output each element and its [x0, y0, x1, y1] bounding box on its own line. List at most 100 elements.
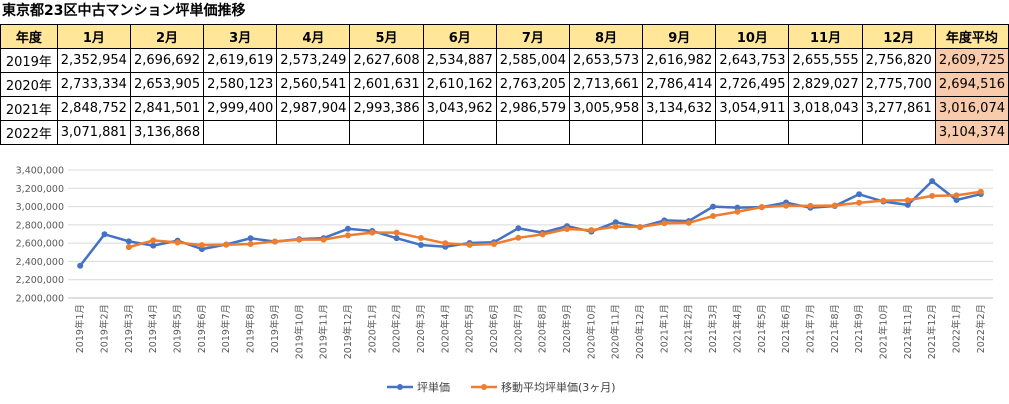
series-point	[271, 238, 278, 245]
x-tick-label: 2020年2月	[391, 304, 403, 353]
legend-marker	[397, 384, 403, 390]
year-cell: 2021年	[0, 96, 58, 121]
x-tick-label: 2020年7月	[512, 304, 524, 353]
average-cell: 2,694,516	[934, 72, 1009, 97]
x-tick-label: 2019年12月	[342, 304, 354, 359]
x-tick-label: 2020年1月	[366, 304, 378, 353]
table-header-row: 年度 1月 2月 3月 4月 5月 6月 7月 8月 9月 10月 11月 12月 年度平均	[0, 24, 1009, 49]
price-cell: 2,560,541	[276, 72, 351, 97]
series-point	[515, 234, 522, 241]
series-point	[393, 235, 400, 242]
x-tick-label: 2021年2月	[683, 304, 695, 353]
series-point	[831, 202, 838, 209]
series-point	[953, 192, 960, 199]
price-cell: 3,134,632	[642, 96, 717, 121]
series-point	[393, 229, 400, 236]
series-point	[977, 188, 984, 195]
column-header: 年度平均	[934, 24, 1009, 49]
price-cell: 2,848,752	[56, 96, 131, 121]
price-cell: 2,829,027	[788, 72, 863, 97]
price-cell: 2,775,700	[861, 72, 936, 97]
price-cell: 2,580,123	[203, 72, 278, 97]
series-point	[929, 178, 936, 185]
series-point	[320, 236, 327, 243]
y-tick-label: 2,200,000	[16, 275, 64, 286]
x-tick-label: 2019年10月	[293, 304, 305, 359]
y-tick-label: 3,200,000	[16, 184, 64, 195]
average-cell: 3,104,374	[934, 120, 1009, 145]
price-cell	[788, 120, 863, 145]
column-header: 1月	[56, 24, 131, 49]
x-tick-label: 2021年12月	[926, 304, 938, 359]
price-cell: 2,653,573	[568, 48, 644, 73]
price-cell: 2,352,954	[56, 48, 131, 73]
price-cell: 2,999,400	[203, 96, 278, 121]
x-tick-label: 2019年11月	[318, 304, 330, 359]
series-point	[929, 192, 936, 199]
series-point	[417, 235, 424, 242]
price-cell: 2,733,334	[56, 72, 131, 97]
price-cell: 2,616,982	[642, 48, 717, 73]
series-point	[125, 244, 132, 251]
price-cell: 2,627,608	[349, 48, 424, 73]
series-point	[150, 242, 157, 249]
price-cell	[203, 120, 278, 145]
column-header: 9月	[642, 24, 717, 49]
series-point	[296, 236, 303, 243]
column-header: 10月	[715, 24, 790, 49]
column-header: 年度	[0, 24, 58, 49]
x-tick-label: 2022年1月	[950, 304, 962, 353]
price-cell: 2,653,905	[129, 72, 205, 97]
column-header: 2月	[129, 24, 205, 49]
column-header: 8月	[568, 24, 644, 49]
price-cell: 3,277,861	[861, 96, 936, 121]
series-point	[247, 240, 254, 247]
year-cell: 2022年	[0, 120, 58, 145]
x-tick-label: 2021年10月	[877, 304, 889, 359]
price-cell: 2,713,661	[568, 72, 644, 97]
series-point	[515, 225, 522, 232]
series-point	[417, 241, 424, 248]
series-point	[710, 213, 717, 220]
price-cell	[276, 120, 351, 145]
price-table: 年度 1月 2月 3月 4月 5月 6月 7月 8月 9月 10月 11月 12月 年度平均 2019年 2,…	[0, 24, 1009, 145]
average-cell: 2,609,725	[934, 48, 1009, 73]
x-tick-label: 2019年1月	[74, 304, 86, 353]
x-tick-label: 2020年3月	[415, 304, 427, 353]
series-point	[661, 220, 668, 227]
series-point	[807, 202, 814, 209]
x-tick-label: 2019年3月	[123, 304, 135, 353]
legend-marker	[481, 384, 487, 390]
series-point	[101, 231, 108, 238]
x-tick-label: 2019年9月	[269, 304, 281, 353]
price-cell	[642, 120, 717, 145]
price-cell	[568, 120, 644, 145]
price-cell: 2,986,579	[495, 96, 570, 121]
series-point	[344, 232, 351, 239]
price-cell	[422, 120, 497, 145]
price-cell: 2,756,820	[861, 48, 936, 73]
x-tick-label: 2019年5月	[172, 304, 184, 353]
series-point	[953, 196, 960, 203]
legend-label: 移動平均坪単価(3ヶ月)	[501, 380, 616, 394]
y-tick-label: 3,400,000	[16, 166, 64, 177]
series-point	[856, 191, 863, 198]
x-tick-label: 2020年12月	[634, 304, 646, 359]
price-cell: 2,601,631	[349, 72, 424, 97]
column-header: 12月	[861, 24, 936, 49]
average-cell: 3,016,074	[934, 96, 1009, 121]
price-cell	[495, 120, 570, 145]
x-tick-label: 2019年4月	[147, 304, 159, 353]
series-point	[564, 226, 571, 233]
x-tick-label: 2020年11月	[610, 304, 622, 359]
series-point	[612, 219, 619, 226]
price-cell: 2,786,414	[642, 72, 717, 97]
series-point	[369, 229, 376, 236]
y-tick-label: 2,800,000	[16, 220, 64, 231]
series-point	[758, 204, 765, 211]
series-point	[539, 231, 546, 238]
series-line	[79, 179, 982, 267]
x-tick-label: 2019年8月	[245, 304, 257, 353]
series-point	[710, 203, 717, 210]
column-header: 11月	[788, 24, 863, 49]
